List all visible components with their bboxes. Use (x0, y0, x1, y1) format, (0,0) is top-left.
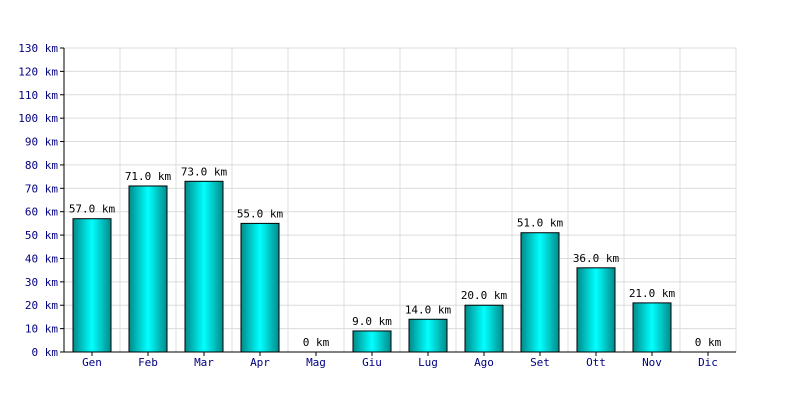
x-tick-label: Lug (418, 356, 438, 369)
y-tick-label: 60 km (25, 206, 58, 219)
x-tick-label: Set (530, 356, 550, 369)
bar-mar (184, 180, 224, 353)
x-tick-label: Nov (642, 356, 662, 369)
bar-lug (408, 318, 448, 353)
data-label-apr: 55.0 km (237, 207, 284, 220)
x-tick-label: Ago (474, 356, 494, 369)
data-labels: 57.0 km 71.0 km 73.0 km 55.0 km 0 km 9.0 km 14… (69, 165, 722, 349)
x-tick-label: Dic (698, 356, 718, 369)
data-label-giu: 9.0 km (352, 315, 392, 328)
y-tick-label: 110 km (18, 89, 58, 102)
y-tick-label: 50 km (25, 229, 58, 242)
y-tick-label: 100 km (18, 112, 58, 125)
data-label-nov: 21.0 km (629, 287, 676, 300)
y-tick-label: 80 km (25, 159, 58, 172)
y-tick-label: 130 km (18, 42, 58, 55)
x-tick-label: Feb (138, 356, 158, 369)
y-tick-label: 40 km (25, 252, 58, 265)
x-tick-label: Ott (586, 356, 606, 369)
data-label-ago: 20.0 km (461, 289, 508, 302)
bar-giu (352, 330, 392, 353)
data-label-ott: 36.0 km (573, 252, 620, 265)
x-tick-label: Mar (194, 356, 214, 369)
bar-ago (464, 304, 504, 353)
y-axis-ticks: 0 km 10 km 20 km 30 km 40 km 50 km 60 km 70 km 8… (18, 42, 64, 359)
data-label-mar: 73.0 km (181, 165, 228, 178)
bars (72, 180, 672, 353)
y-tick-label: 10 km (25, 323, 58, 336)
x-tick-label: Gen (82, 356, 102, 369)
y-tick-label: 70 km (25, 182, 58, 195)
x-tick-label: Mag (306, 356, 326, 369)
data-label-set: 51.0 km (517, 217, 564, 230)
y-tick-label: 30 km (25, 276, 58, 289)
x-tick-label: Apr (250, 356, 270, 369)
data-label-gen: 57.0 km (69, 203, 116, 216)
axes (63, 48, 736, 353)
data-label-lug: 14.0 km (405, 303, 452, 316)
y-tick-label: 0 km (32, 346, 59, 359)
bar-nov (632, 302, 672, 353)
bar-set (520, 232, 560, 353)
bar-apr (240, 222, 280, 353)
y-tick-label: 20 km (25, 299, 58, 312)
grid-lines (64, 47, 737, 353)
x-axis-ticks: Gen Feb Mar Apr Mag Giu Lug Ago Set Ott Nov Dic (82, 352, 718, 369)
bar-gen (72, 218, 112, 353)
data-label-mag: 0 km (303, 336, 330, 349)
bar-feb (128, 185, 168, 353)
y-tick-label: 120 km (18, 65, 58, 78)
data-label-feb: 71.0 km (125, 170, 172, 183)
y-tick-label: 90 km (25, 136, 58, 149)
x-tick-label: Giu (362, 356, 382, 369)
data-label-dic: 0 km (695, 336, 722, 349)
bar-ott (576, 267, 616, 353)
